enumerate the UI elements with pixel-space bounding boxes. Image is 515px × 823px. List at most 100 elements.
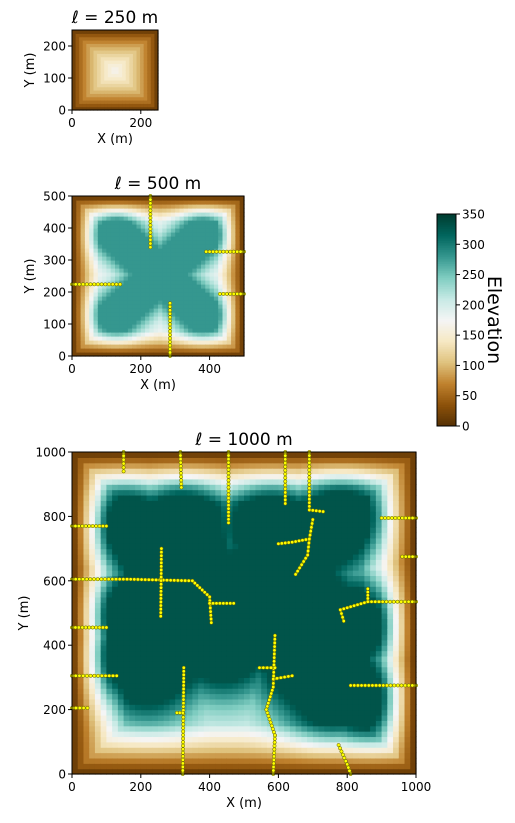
heatmap-cell <box>146 591 153 598</box>
heatmap-cell <box>97 196 103 201</box>
heatmap-cell <box>72 596 79 603</box>
heatmap-cell <box>86 76 91 81</box>
heatmap-cell <box>166 260 172 265</box>
heatmap-cell <box>106 252 112 257</box>
heatmap-cell <box>249 505 257 512</box>
heatmap-cell <box>115 252 120 257</box>
heatmap-cell <box>221 586 228 593</box>
heatmap-cell <box>140 462 148 469</box>
heatmap-cell <box>82 93 87 98</box>
heatmap-cell <box>93 96 98 101</box>
heatmap-cell <box>89 457 96 464</box>
heatmap-cell <box>153 204 159 209</box>
heatmap-cell <box>132 53 138 58</box>
heatmap-cell <box>72 336 77 341</box>
river-node <box>148 237 153 242</box>
heatmap-cell <box>72 677 79 684</box>
heatmap-cell <box>100 53 105 58</box>
heatmap-cell <box>232 736 239 743</box>
heatmap-cell <box>198 613 205 619</box>
heatmap-cell <box>106 548 113 555</box>
heatmap-cell <box>183 336 189 341</box>
river-node <box>148 245 153 250</box>
heatmap-cell <box>266 553 274 560</box>
heatmap-cell <box>166 220 172 225</box>
heatmap-cell <box>175 527 182 534</box>
heatmap-cell <box>213 240 219 245</box>
heatmap-cell <box>235 240 241 245</box>
heatmap-cell <box>215 736 222 743</box>
heatmap-cell <box>180 618 188 625</box>
heatmap-cell <box>221 591 228 598</box>
heatmap-cell <box>203 559 211 566</box>
heatmap-cell <box>129 66 134 71</box>
heatmap-cell <box>235 304 241 309</box>
heatmap-cell <box>175 473 182 480</box>
heatmap-cell <box>192 280 198 285</box>
heatmap-cell <box>140 272 146 277</box>
heatmap-cell <box>152 757 159 764</box>
heatmap-cell <box>93 36 98 41</box>
heatmap-cell <box>324 527 331 534</box>
heatmap-cell <box>196 208 202 213</box>
heatmap-cell <box>145 300 150 305</box>
heatmap-cell <box>209 580 216 587</box>
heatmap-cell <box>93 224 99 229</box>
heatmap-cell <box>123 613 130 619</box>
heatmap-cell <box>136 236 142 241</box>
heatmap-cell <box>215 575 222 582</box>
heatmap-cell <box>244 553 251 560</box>
heatmap-cell <box>129 83 134 88</box>
heatmap-cell <box>119 232 125 237</box>
heatmap-cell <box>127 260 133 265</box>
heatmap-cell <box>117 650 125 657</box>
heatmap-cell <box>238 650 245 657</box>
heatmap-cell <box>318 511 325 517</box>
heatmap-cell <box>272 720 279 727</box>
heatmap-cell <box>175 484 182 491</box>
heatmap-cell <box>153 312 159 317</box>
heatmap-cell <box>226 244 232 249</box>
heatmap-cell <box>232 693 239 700</box>
heatmap-cell <box>295 629 302 636</box>
heatmap-cell <box>170 248 176 253</box>
heatmap-cell <box>307 672 314 678</box>
heatmap-cell <box>239 340 245 345</box>
heatmap-cell <box>80 296 86 301</box>
heatmap-cell <box>238 757 245 764</box>
heatmap-cell <box>72 248 77 253</box>
heatmap-cell <box>226 629 234 636</box>
heatmap-cell <box>94 607 102 614</box>
heatmap-cell <box>175 452 182 458</box>
heatmap-cell <box>213 236 219 241</box>
heatmap-cell <box>218 244 224 249</box>
heatmap-cell <box>232 452 239 458</box>
heatmap-cell <box>222 200 228 205</box>
heatmap-cell <box>102 232 107 237</box>
heatmap-cell <box>261 752 268 759</box>
heatmap-cell <box>152 457 159 464</box>
heatmap-cell <box>205 348 211 353</box>
heatmap-cell <box>76 200 82 205</box>
heatmap-cell <box>100 484 107 491</box>
heatmap-cell <box>72 478 79 485</box>
heatmap-cell <box>238 645 245 652</box>
heatmap-cell <box>183 316 189 321</box>
heatmap-cell <box>107 46 113 51</box>
heatmap-cell <box>135 682 142 689</box>
heatmap-cell <box>129 36 134 41</box>
heatmap-cell <box>112 505 119 512</box>
heatmap-cell <box>112 500 119 507</box>
river-node <box>231 249 236 254</box>
heatmap-cell <box>152 500 159 507</box>
heatmap-cell <box>244 580 251 587</box>
heatmap-cell <box>150 90 156 94</box>
heatmap-cell <box>115 248 120 253</box>
heatmap-cell <box>143 46 148 51</box>
heatmap-cell <box>106 500 113 507</box>
heatmap-cell <box>119 312 125 317</box>
heatmap-cell <box>278 548 285 555</box>
y-tick-label: 500 <box>43 190 66 204</box>
heatmap-cell <box>153 304 159 309</box>
heatmap-cell <box>72 280 77 285</box>
